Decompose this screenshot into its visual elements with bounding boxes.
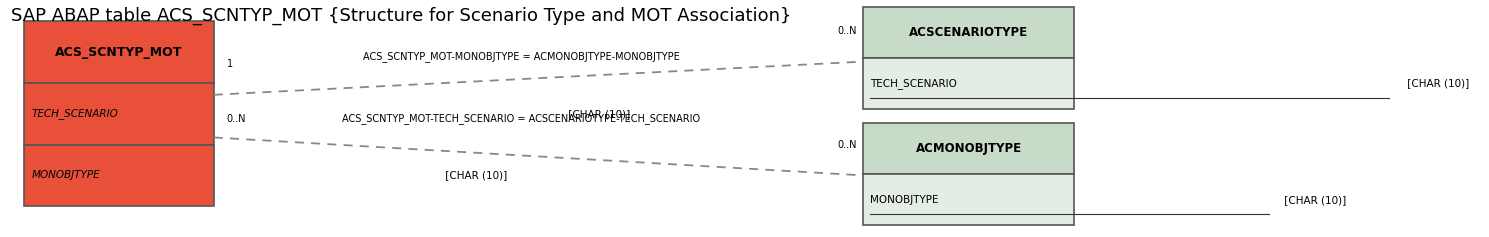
- FancyBboxPatch shape: [24, 21, 214, 83]
- Text: 0..N: 0..N: [838, 26, 858, 36]
- FancyBboxPatch shape: [862, 123, 1075, 174]
- Text: MONOBJTYPE: MONOBJTYPE: [870, 195, 938, 205]
- Text: 1: 1: [226, 59, 232, 69]
- Text: TECH_SCENARIO: TECH_SCENARIO: [870, 78, 957, 89]
- Text: ACS_SCNTYP_MOT: ACS_SCNTYP_MOT: [55, 46, 183, 59]
- Text: ACMONOBJTYPE: ACMONOBJTYPE: [916, 142, 1021, 155]
- Text: [CHAR (10)]: [CHAR (10)]: [1281, 195, 1346, 205]
- Text: ACS_SCNTYP_MOT-MONOBJTYPE = ACMONOBJTYPE-MONOBJTYPE: ACS_SCNTYP_MOT-MONOBJTYPE = ACMONOBJTYPE…: [362, 51, 679, 62]
- Text: [CHAR (10)]: [CHAR (10)]: [442, 170, 506, 180]
- Text: [CHAR (10)]: [CHAR (10)]: [1404, 78, 1468, 89]
- Text: MONOBJTYPE: MONOBJTYPE: [31, 170, 100, 180]
- FancyBboxPatch shape: [862, 174, 1075, 225]
- Text: ACSCENARIOTYPE: ACSCENARIOTYPE: [908, 26, 1027, 39]
- Text: ACS_SCNTYP_MOT-TECH_SCENARIO = ACSCENARIOTYPE-TECH_SCENARIO: ACS_SCNTYP_MOT-TECH_SCENARIO = ACSCENARI…: [342, 113, 700, 124]
- Text: 0..N: 0..N: [226, 114, 246, 123]
- Text: 0..N: 0..N: [838, 140, 858, 150]
- Text: [CHAR (10)]: [CHAR (10)]: [564, 109, 630, 119]
- FancyBboxPatch shape: [24, 145, 214, 206]
- Text: TECH_SCENARIO: TECH_SCENARIO: [31, 108, 118, 119]
- FancyBboxPatch shape: [24, 83, 214, 145]
- FancyBboxPatch shape: [862, 7, 1075, 58]
- FancyBboxPatch shape: [862, 58, 1075, 109]
- Text: SAP ABAP table ACS_SCNTYP_MOT {Structure for Scenario Type and MOT Association}: SAP ABAP table ACS_SCNTYP_MOT {Structure…: [10, 7, 791, 25]
